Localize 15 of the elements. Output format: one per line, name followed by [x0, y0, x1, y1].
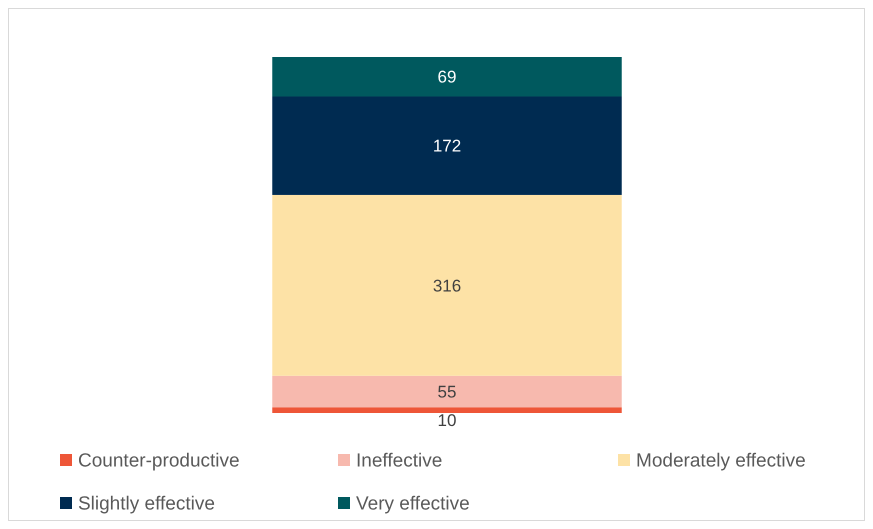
- bar: [272, 57, 622, 96]
- data-label: 55: [438, 382, 456, 402]
- data-label: 316: [432, 276, 462, 296]
- data-label: 10: [438, 411, 456, 430]
- legend-label: Very effective: [356, 494, 470, 514]
- legend-label: Ineffective: [356, 450, 442, 472]
- legend-label: Slightly effective: [78, 494, 215, 514]
- data-label: 172: [432, 136, 462, 156]
- legend-label: Counter-productive: [78, 450, 240, 472]
- data-label: 69: [438, 68, 456, 87]
- bar: [272, 96, 622, 195]
- bar: [272, 194, 622, 376]
- legend-label: Moderately effective: [636, 450, 806, 472]
- bar: [272, 376, 622, 408]
- bar: [272, 407, 622, 413]
